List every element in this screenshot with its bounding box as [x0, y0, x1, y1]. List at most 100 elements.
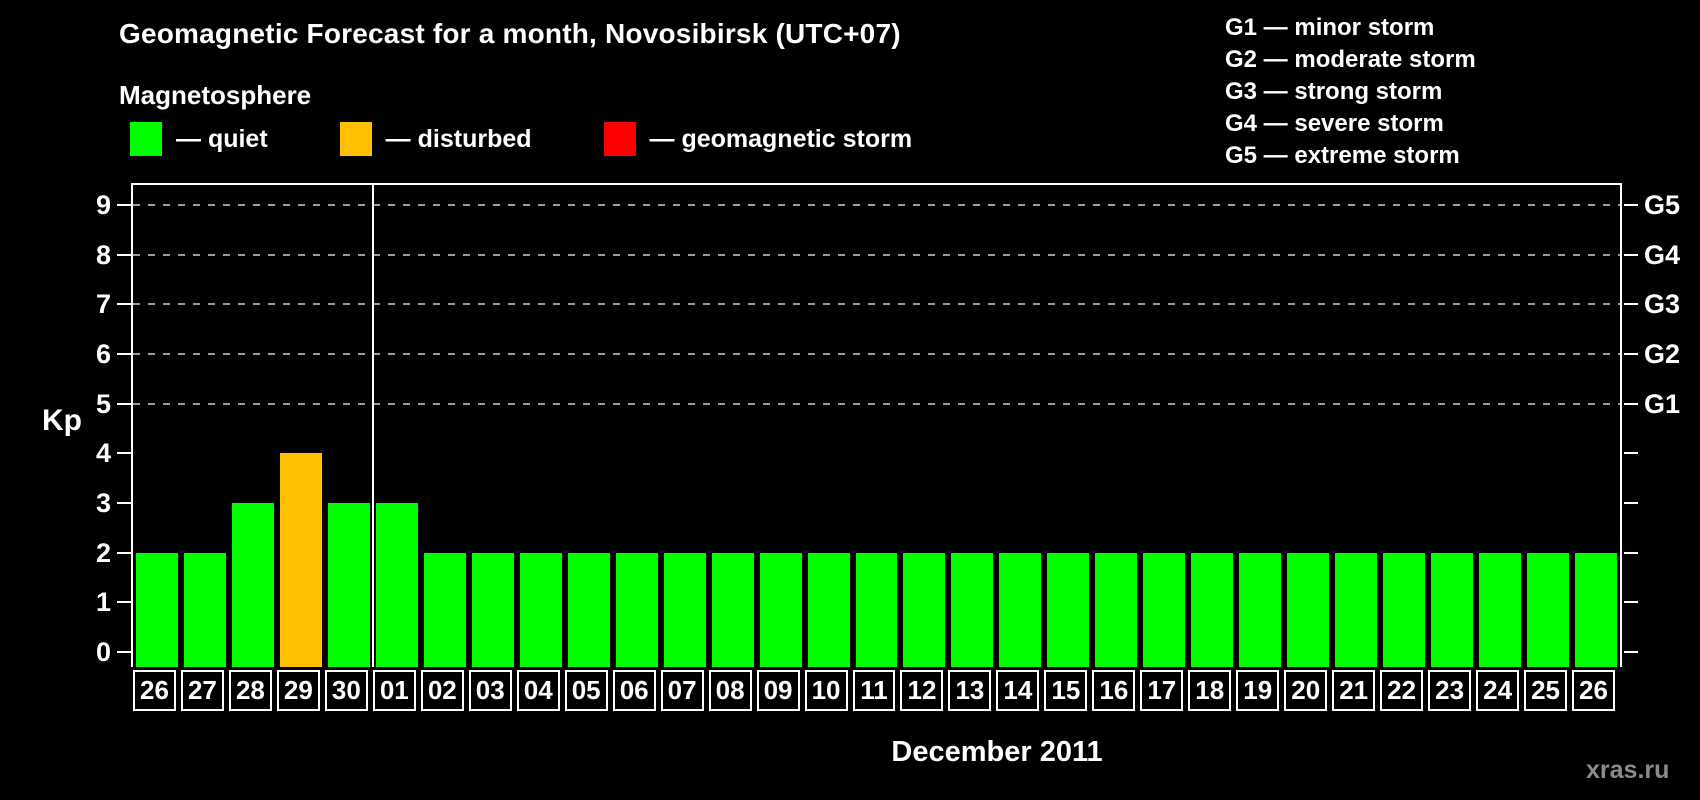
x-axis-day-label: 30 [324, 670, 368, 711]
kp-bar [951, 552, 994, 667]
kp-bar [1287, 552, 1330, 667]
x-axis-day-label: 22 [1380, 670, 1424, 711]
x-axis-day-label: 20 [1284, 670, 1328, 711]
x-axis-title: December 2011 [891, 736, 1103, 768]
x-axis-day-label: 19 [1236, 670, 1280, 711]
x-axis-day-label: 23 [1428, 670, 1472, 711]
gridline-kp-8 [133, 253, 1620, 256]
x-axis-day-label: 09 [756, 670, 800, 711]
x-axis-day-label: 05 [564, 670, 608, 711]
x-axis-day-label: 27 [180, 670, 224, 711]
y-tick-label: 8 [95, 239, 111, 270]
kp-bar [183, 552, 226, 667]
y-tick-label: 0 [95, 637, 111, 668]
legend-item-label: — disturbed [385, 124, 532, 153]
kp-bar [567, 552, 610, 667]
x-axis-day-label: 02 [420, 670, 464, 711]
legend-item: — geomagnetic storm [603, 122, 913, 156]
x-axis-day-label: 04 [516, 670, 560, 711]
y-tick-label: 9 [95, 189, 111, 220]
kp-bar [231, 503, 274, 667]
x-axis-day-label: 15 [1044, 670, 1088, 711]
y-tick-right [1624, 651, 1638, 654]
y-tick-label: 4 [95, 438, 111, 469]
x-axis-day-label: 26 [133, 670, 176, 711]
kp-bar [1191, 552, 1234, 667]
x-axis-day-label: 01 [372, 670, 416, 711]
x-axis-day-label: 03 [468, 670, 512, 711]
y-tick-right [1624, 452, 1638, 455]
x-axis-day-label: 24 [1476, 670, 1520, 711]
plot-area: 0 1 2 3 4 5 6 7 8 9 G1 G2 G3 G4 G5 [96, 183, 1680, 667]
x-axis-day-label: 29 [276, 670, 320, 711]
x-axis-day-label: 25 [1524, 670, 1568, 711]
y-tick-label: 5 [95, 388, 111, 419]
kp-bar [855, 552, 898, 667]
kp-bar [1095, 552, 1138, 667]
x-axis-day-label: 10 [804, 670, 848, 711]
watermark: xras.ru [1586, 756, 1670, 784]
x-axis-day-label: 07 [660, 670, 704, 711]
y-tick [117, 203, 131, 206]
g-scale-legend: G1 — minor storm G2 — moderate storm G3 — … [1225, 12, 1476, 172]
gridline-kp-5 [133, 402, 1620, 405]
kp-bar [327, 503, 370, 667]
y-tick-label: 1 [95, 587, 111, 618]
kp-bar [663, 552, 706, 667]
x-axis-day-label: 16 [1092, 670, 1136, 711]
x-axis-day-label: 06 [612, 670, 656, 711]
x-axis-day-label: 26 [1572, 670, 1615, 711]
y-tick-label: 6 [95, 338, 111, 369]
g-level-label: G3 [1644, 289, 1681, 320]
status-legend: — quiet — disturbed — geomagnetic storm [130, 122, 912, 156]
x-axis-day-label: 28 [228, 670, 272, 711]
kp-bar [1575, 552, 1617, 667]
kp-bar [423, 552, 466, 667]
y-tick-right [1624, 303, 1638, 306]
x-axis-day-labels: 26 27 28 29 30 01 02 03 04 05 06 07 08 09 10 11 12 13 14 15… [131, 670, 1622, 714]
kp-bar [999, 552, 1042, 667]
legend-item: — quiet [130, 122, 268, 156]
y-tick-label: 2 [95, 537, 111, 568]
kp-bar [519, 552, 562, 667]
gridline-kp-9 [133, 203, 1620, 206]
kp-bar [279, 453, 322, 667]
kp-bar [136, 552, 178, 667]
kp-bar [1383, 552, 1426, 667]
x-axis-day-label: 12 [900, 670, 944, 711]
g-legend-line: G4 — severe storm [1225, 110, 1444, 137]
y-tick [117, 502, 131, 505]
g-level-label: G1 [1644, 388, 1681, 419]
legend-item-label: — geomagnetic storm [649, 124, 913, 153]
kp-bar [1335, 552, 1378, 667]
y-tick [117, 253, 131, 256]
kp-bar [615, 552, 658, 667]
y-tick [117, 452, 131, 455]
gridline-kp-6 [133, 352, 1620, 355]
kp-bar [711, 552, 754, 667]
kp-bar [471, 552, 514, 667]
kp-bar [1479, 552, 1522, 667]
kp-bar [1239, 552, 1282, 667]
kp-bar [1143, 552, 1186, 667]
y-tick-label: 7 [95, 289, 111, 320]
kp-bar [759, 552, 802, 667]
g-level-label: G2 [1644, 338, 1681, 369]
chart-title: Geomagnetic Forecast for a month, Novosi… [119, 18, 901, 49]
y-tick [117, 352, 131, 355]
y-tick-right [1624, 551, 1638, 554]
y-tick [117, 651, 131, 654]
kp-bar [375, 503, 418, 667]
legend-item-label: — quiet [176, 124, 268, 153]
kp-bar [903, 552, 946, 667]
g-level-label: G4 [1644, 239, 1681, 270]
x-axis-day-label: 18 [1188, 670, 1232, 711]
x-axis-day-label: 08 [708, 670, 752, 711]
legend-item: — disturbed [339, 122, 532, 156]
g-legend-line: G5 — extreme storm [1225, 142, 1460, 169]
y-tick [117, 551, 131, 554]
x-axis-day-label: 21 [1332, 670, 1376, 711]
y-tick-right [1624, 601, 1638, 604]
g-legend-line: G2 — moderate storm [1225, 46, 1476, 73]
